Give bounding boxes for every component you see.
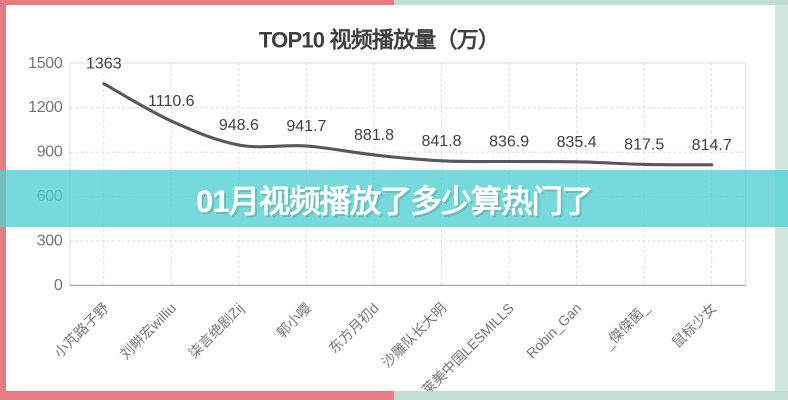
svg-text:0: 0 [54,277,63,294]
svg-text:881.8: 881.8 [354,127,394,144]
svg-text:941.7: 941.7 [286,118,326,135]
svg-text:300: 300 [37,232,63,249]
svg-text:郭小嘤: 郭小嘤 [273,300,314,341]
svg-text:刘畊宏williu: 刘畊宏williu [117,300,179,362]
svg-text:柒言绝剧Zij: 柒言绝剧Zij [185,300,246,361]
svg-text:948.6: 948.6 [219,117,259,134]
svg-text:01月视频播放了多少算热门了: 01月视频播放了多少算热门了 [196,183,592,219]
svg-text:Robin_Gan: Robin_Gan [523,300,584,361]
svg-text:836.9: 836.9 [489,134,529,151]
svg-text:814.7: 814.7 [692,137,732,154]
svg-text:900: 900 [37,144,63,161]
svg-text:1200: 1200 [28,99,63,116]
svg-text:小芃路子野: 小芃路子野 [51,300,112,361]
svg-text:1110.6: 1110.6 [148,93,195,110]
svg-text:835.4: 835.4 [557,134,597,151]
svg-text:1500: 1500 [28,55,63,72]
svg-text:01月视频播放了多少算热门了: 01月视频播放了多少算热门了 [198,185,594,221]
svg-text:_傑傑菌_: _傑傑菌_ [599,300,652,353]
svg-text:沙雕队长大明: 沙雕队长大明 [379,300,450,371]
svg-text:817.5: 817.5 [624,136,664,153]
svg-text:东方月初d: 东方月初d [325,300,381,356]
svg-text:鼠标少女: 鼠标少女 [669,300,720,351]
svg-text:1363: 1363 [86,56,122,73]
svg-text:TOP10 视频播放量（万）: TOP10 视频播放量（万） [259,28,499,53]
svg-text:841.8: 841.8 [421,133,461,150]
